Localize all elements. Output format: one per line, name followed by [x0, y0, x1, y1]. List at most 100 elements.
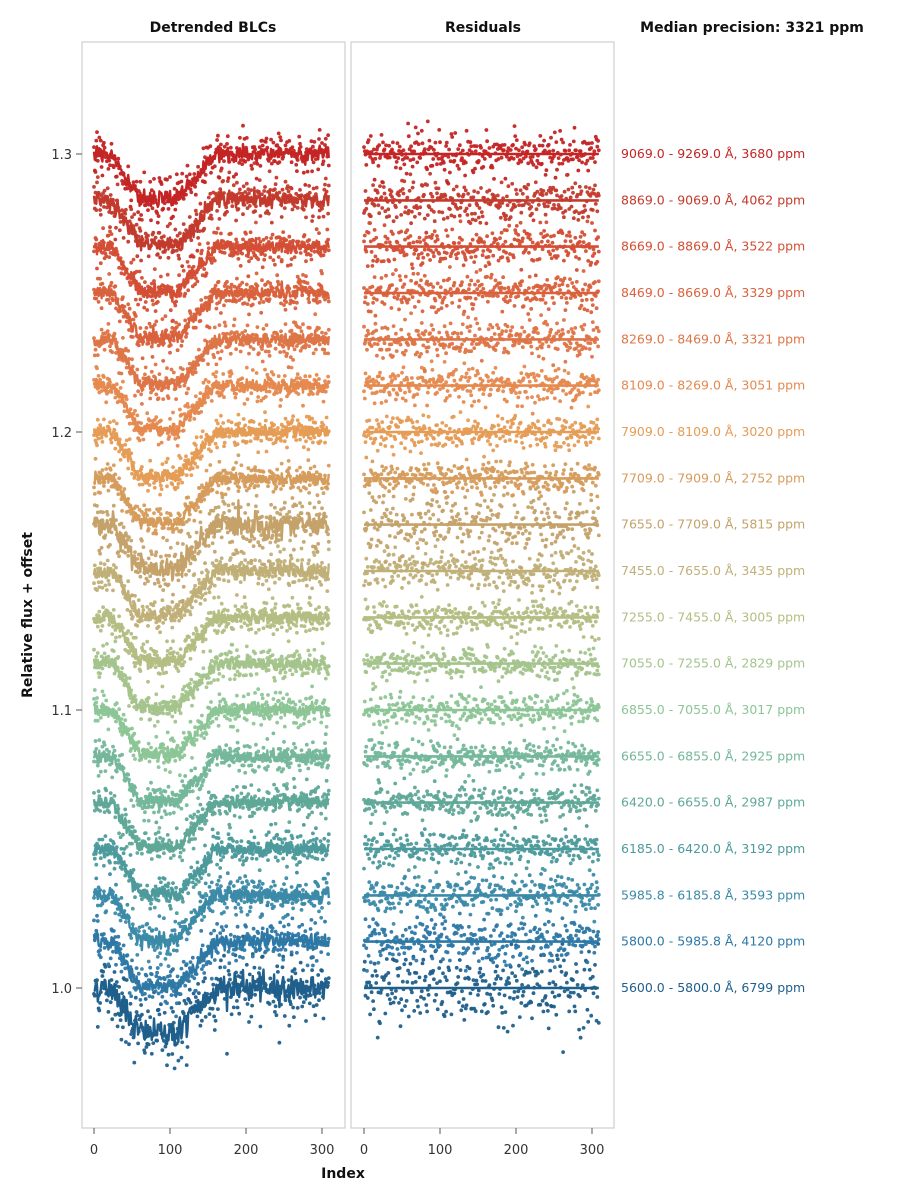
data-point	[231, 898, 236, 903]
data-point	[141, 437, 146, 442]
data-point	[102, 889, 106, 894]
data-point	[267, 297, 272, 301]
data-point	[277, 953, 282, 957]
data-point	[291, 906, 295, 911]
data-point	[318, 439, 323, 444]
data-point	[311, 838, 316, 842]
data-point	[275, 898, 280, 903]
data-point	[187, 568, 191, 573]
data-point	[311, 440, 315, 445]
data-point	[230, 642, 235, 647]
data-point	[282, 837, 287, 841]
data-point	[224, 924, 229, 929]
data-point	[108, 791, 113, 795]
data-point	[158, 836, 163, 840]
data-point	[219, 535, 224, 540]
data-point	[256, 581, 261, 586]
data-point	[306, 561, 311, 566]
data-point	[146, 836, 151, 841]
data-point	[168, 605, 172, 610]
data-point	[238, 858, 242, 862]
data-point	[295, 649, 299, 654]
data-point	[143, 831, 148, 835]
data-point	[95, 443, 99, 448]
data-point	[102, 932, 106, 936]
data-point	[221, 928, 226, 933]
data-point	[178, 855, 182, 859]
data-point	[307, 501, 312, 506]
data-point	[160, 462, 165, 466]
data-point	[301, 888, 305, 892]
data-point	[130, 335, 135, 339]
data-point	[111, 608, 116, 612]
data-point	[238, 906, 243, 910]
data-point	[97, 794, 102, 799]
data-point	[161, 621, 166, 625]
data-point	[209, 399, 214, 403]
data-point	[154, 392, 159, 397]
data-point	[257, 806, 262, 811]
data-point	[254, 672, 259, 676]
data-point	[278, 404, 283, 408]
data-point	[99, 306, 104, 311]
data-point	[203, 881, 208, 886]
data-point	[298, 699, 302, 704]
data-point	[277, 766, 282, 770]
data-point	[216, 629, 220, 633]
data-point	[143, 372, 147, 377]
data-point	[244, 718, 249, 722]
data-point	[149, 369, 154, 374]
data-point	[230, 855, 235, 860]
data-point	[295, 1006, 300, 1010]
data-point	[181, 1011, 186, 1016]
data-point	[158, 584, 163, 589]
data-point	[187, 681, 192, 686]
data-point	[140, 851, 144, 856]
data-point	[171, 810, 176, 815]
data-point	[139, 421, 144, 425]
data-point	[190, 955, 195, 960]
data-point	[95, 651, 100, 655]
data-point	[281, 483, 286, 488]
data-point	[323, 676, 328, 681]
data-point	[259, 723, 264, 727]
data-point	[102, 743, 107, 747]
data-point	[243, 770, 248, 775]
data-point	[189, 865, 194, 870]
data-point	[307, 719, 311, 724]
data-point	[136, 740, 141, 744]
data-point	[136, 343, 141, 348]
data-point	[94, 862, 99, 867]
data-point	[143, 1051, 147, 1055]
data-point	[128, 933, 133, 937]
data-point	[244, 365, 249, 370]
data-point	[290, 901, 295, 906]
data-point	[130, 958, 134, 963]
data-point	[141, 545, 146, 549]
data-point	[250, 954, 255, 959]
data-point	[102, 693, 106, 698]
data-point	[159, 962, 163, 967]
data-point	[178, 992, 183, 996]
data-point	[215, 862, 220, 867]
data-point	[301, 322, 305, 327]
data-point	[118, 458, 123, 462]
data-point	[127, 535, 131, 540]
data-point	[173, 552, 178, 557]
data-point	[186, 495, 191, 500]
data-point	[109, 280, 114, 285]
data-point	[206, 380, 211, 384]
data-point	[256, 931, 261, 935]
data-point	[121, 832, 125, 837]
data-point	[298, 325, 302, 330]
data-point	[92, 856, 97, 861]
data-point	[219, 556, 224, 561]
data-point	[158, 507, 163, 511]
data-point	[168, 856, 173, 860]
data-point	[285, 692, 289, 697]
data-point	[226, 949, 231, 954]
data-point	[260, 926, 265, 931]
data-point	[223, 324, 228, 328]
data-point	[246, 882, 251, 886]
data-point	[168, 811, 172, 816]
